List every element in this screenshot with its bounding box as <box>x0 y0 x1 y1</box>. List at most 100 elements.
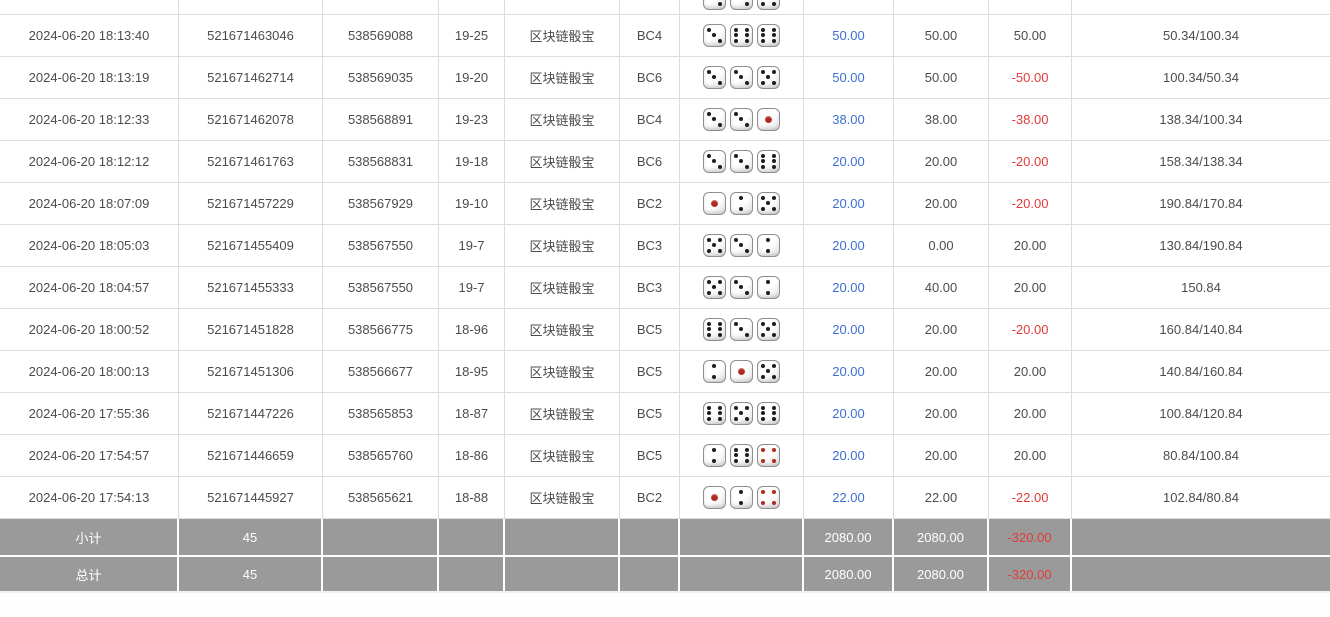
die-5-icon <box>730 402 753 425</box>
cell-bet-amount[interactable]: 20.00 <box>804 225 894 266</box>
cell-bet-type: BC5 <box>620 435 680 476</box>
cell-period: 19-25 <box>439 15 505 56</box>
die-6-icon <box>703 402 726 425</box>
summary-empty <box>680 519 804 555</box>
cell-valid-amount: 20.00 <box>894 393 989 434</box>
summary-label: 小计 <box>0 519 179 555</box>
cell-bet-type: BC5 <box>620 309 680 350</box>
cell-bet-type: BC5 <box>620 351 680 392</box>
cell-balance: 130.84/190.84 <box>1159 238 1243 253</box>
table-row-partial <box>0 0 1330 15</box>
die-5-icon <box>703 276 726 299</box>
cell-round-id: 538567550 <box>323 267 439 308</box>
die-6-icon <box>757 402 780 425</box>
cell-win-loss: 50.00 <box>989 15 1072 56</box>
cell-bet-amount[interactable]: 38.00 <box>804 99 894 140</box>
cell-bet-amount[interactable]: 20.00 <box>804 141 894 182</box>
cell-order-id: 521671463046 <box>179 15 323 56</box>
cell-dice <box>680 393 804 434</box>
cell-time: 2024-06-20 17:54:13 <box>0 477 179 518</box>
cell-balance: 102.84/80.84 <box>1163 490 1239 505</box>
cell-bet-amount[interactable]: 22.00 <box>804 477 894 518</box>
cell-order-id: 521671455409 <box>179 225 323 266</box>
cell-valid-amount: 50.00 <box>894 57 989 98</box>
die-3-icon <box>730 234 753 257</box>
cell-balance: 50.34/100.34 <box>1163 28 1239 43</box>
cell-game-name: 区块链骰宝 <box>505 309 620 350</box>
cell-game-name: 区块链骰宝 <box>505 267 620 308</box>
cell-bet-amount[interactable]: 20.00 <box>804 183 894 224</box>
die-6-icon <box>730 444 753 467</box>
cell-bet-type: BC3 <box>620 225 680 266</box>
table-footer: 小计 45 2080.00 2080.00 -320.00 总计 45 2080… <box>0 519 1330 591</box>
cell-time: 2024-06-20 18:00:52 <box>0 309 179 350</box>
cell-bet-amount[interactable]: 20.00 <box>804 309 894 350</box>
cell-bet-amount <box>804 0 894 14</box>
cell-order-id: 521671451306 <box>179 351 323 392</box>
cell-balance: 158.34/138.34 <box>1159 154 1243 169</box>
cell-bet-amount[interactable]: 20.00 <box>804 267 894 308</box>
cell-time: 2024-06-20 18:13:19 <box>0 57 179 98</box>
cell-bet-type <box>620 0 680 14</box>
die-2-icon <box>757 276 780 299</box>
cell-time <box>0 0 179 14</box>
summary-count: 45 <box>179 557 323 591</box>
cell-valid-amount <box>894 0 989 14</box>
die-3-icon <box>703 24 726 47</box>
cell-time: 2024-06-20 18:13:40 <box>0 15 179 56</box>
table-row: 2024-06-20 18:12:33 521671462078 5385688… <box>0 99 1330 141</box>
cell-balance <box>1072 0 1330 14</box>
cell-balance: 160.84/140.84 <box>1159 322 1243 337</box>
dice-result-icons <box>703 0 780 10</box>
cell-bet-amount[interactable]: 20.00 <box>804 435 894 476</box>
cell-win-loss: -20.00 <box>989 309 1072 350</box>
cell-dice <box>680 225 804 266</box>
cell-game-name: 区块链骰宝 <box>505 99 620 140</box>
cell-balance: 150.84 <box>1181 280 1221 295</box>
cell-bet-type: BC4 <box>620 15 680 56</box>
cell-bet-amount[interactable]: 20.00 <box>804 393 894 434</box>
dice-result-icons <box>703 66 780 89</box>
die-5-icon <box>757 318 780 341</box>
table-row: 2024-06-20 18:13:40 521671463046 5385690… <box>0 15 1330 57</box>
die-2-icon <box>703 444 726 467</box>
cell-dice <box>680 351 804 392</box>
cell-dice <box>680 141 804 182</box>
cell-bet-amount[interactable]: 50.00 <box>804 57 894 98</box>
cell-bet-amount[interactable]: 20.00 <box>804 351 894 392</box>
summary-empty <box>439 519 505 555</box>
cell-time: 2024-06-20 18:05:03 <box>0 225 179 266</box>
cell-game-name: 区块链骰宝 <box>505 477 620 518</box>
cell-bet-type: BC5 <box>620 393 680 434</box>
die-5-icon <box>757 360 780 383</box>
cell-game-name: 区块链骰宝 <box>505 15 620 56</box>
table-row: 2024-06-20 18:04:57 521671455333 5385675… <box>0 267 1330 309</box>
summary-row: 总计 45 2080.00 2080.00 -320.00 <box>0 555 1330 591</box>
cell-period: 18-96 <box>439 309 505 350</box>
cell-period: 19-23 <box>439 99 505 140</box>
die-1-icon <box>757 108 780 131</box>
summary-empty <box>620 519 680 555</box>
cell-round-id: 538569035 <box>323 57 439 98</box>
cell-win-loss <box>989 0 1072 14</box>
cell-balance: 100.84/120.84 <box>1159 406 1243 421</box>
cell-period: 18-88 <box>439 477 505 518</box>
cell-dice <box>680 57 804 98</box>
summary-valid-total: 2080.00 <box>894 557 989 591</box>
cell-order-id: 521671445927 <box>179 477 323 518</box>
cell-round-id: 538566775 <box>323 309 439 350</box>
summary-empty <box>680 557 804 591</box>
cell-bet-type: BC6 <box>620 141 680 182</box>
cell-bet-amount[interactable]: 50.00 <box>804 15 894 56</box>
cell-win-loss: -38.00 <box>989 99 1072 140</box>
cell-bet-type: BC3 <box>620 267 680 308</box>
summary-bet-total: 2080.00 <box>804 519 894 555</box>
cell-time: 2024-06-20 17:55:36 <box>0 393 179 434</box>
cell-valid-amount: 20.00 <box>894 183 989 224</box>
cell-round-id: 538565621 <box>323 477 439 518</box>
die-3-icon <box>730 0 753 10</box>
cell-dice <box>680 15 804 56</box>
cell-balance: 80.84/100.84 <box>1163 448 1239 463</box>
dice-result-icons <box>703 108 780 131</box>
die-3-icon <box>703 66 726 89</box>
